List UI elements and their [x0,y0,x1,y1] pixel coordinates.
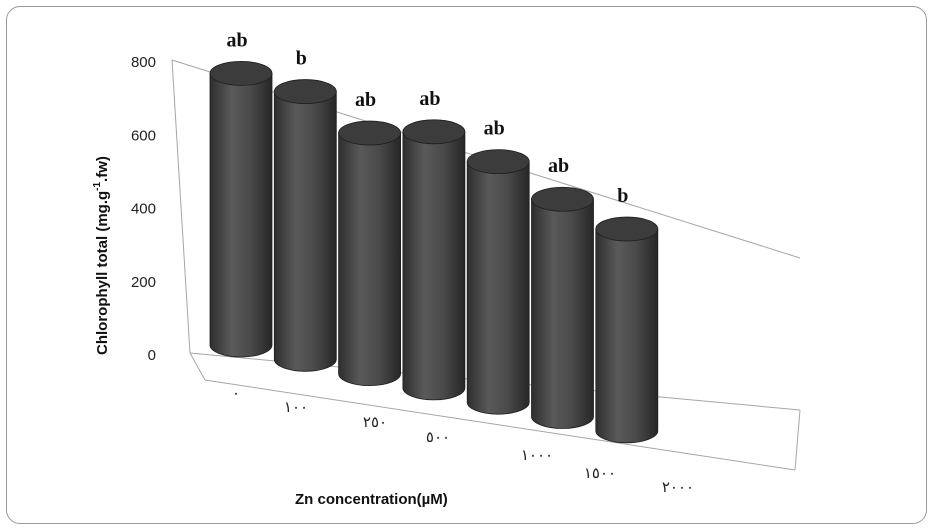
x-category-label: ٠ [232,384,240,402]
y-axis-ticks: 0 200 400 600 800 [131,54,156,364]
x-category-label: ٥٠٠ [426,428,450,446]
chart-frame [6,6,927,524]
x-category-label: ١٥٠٠ [584,464,616,482]
y-tick-label: 200 [131,274,156,291]
y-tick-label: 800 [131,54,156,71]
bar-top [595,216,659,242]
bar-body [273,91,337,372]
bar-body [338,132,401,386]
significance-label: b [617,185,628,207]
bar-body [595,228,659,444]
bar [209,61,273,358]
y-axis-title-sup: -1 [92,182,103,191]
bar-body [209,73,273,358]
x-category-label: ٢٥٠ [363,413,387,431]
y-tick-label: 0 [148,347,156,364]
bars: ab b ab ab ab ab b [209,29,659,444]
x-axis-categories: ٠ ١٠٠ ٢٥٠ ٥٠٠ ١٠٠٠ ١٥٠٠ ٢٠٠٠ [232,384,694,496]
significance-label: ab [419,88,440,110]
floor-left-edge [189,352,206,381]
bar-body [531,198,594,429]
bar-body [402,131,466,401]
y-axis-title: Chlorophyll total (mg.g-1.fw) [92,156,111,355]
y-axis-title-main: Chlorophyll total (mg.g [94,191,111,355]
bar [273,79,337,372]
significance-label: ab [226,29,247,51]
floor-front-edge [204,379,796,471]
x-category-label: ٢٠٠٠ [662,478,694,496]
x-category-label: ١٠٠٠ [521,446,553,464]
bar-body [466,161,530,415]
bar [338,120,402,386]
x-category-label: ١٠٠ [284,398,308,416]
bar-top [402,119,466,145]
significance-label: ab [548,155,569,177]
bar [402,119,466,401]
bar [531,186,594,429]
bar-top [466,149,530,175]
bar-top [273,79,337,104]
significance-label: b [296,48,307,70]
floor-right-edge [794,409,801,471]
bar-top [531,186,594,212]
bar [466,149,530,415]
bar-top [209,61,273,86]
y-tick-label: 600 [131,127,156,144]
back-wall-left-edge [171,59,191,354]
significance-label: ab [355,89,376,111]
significance-label: ab [484,118,505,140]
bar [595,216,659,444]
y-tick-label: 400 [131,201,156,218]
y-axis-title-tail: .fw) [94,156,111,182]
x-axis-title: Zn concentration(µM) [295,491,448,508]
bar-top [338,120,402,146]
